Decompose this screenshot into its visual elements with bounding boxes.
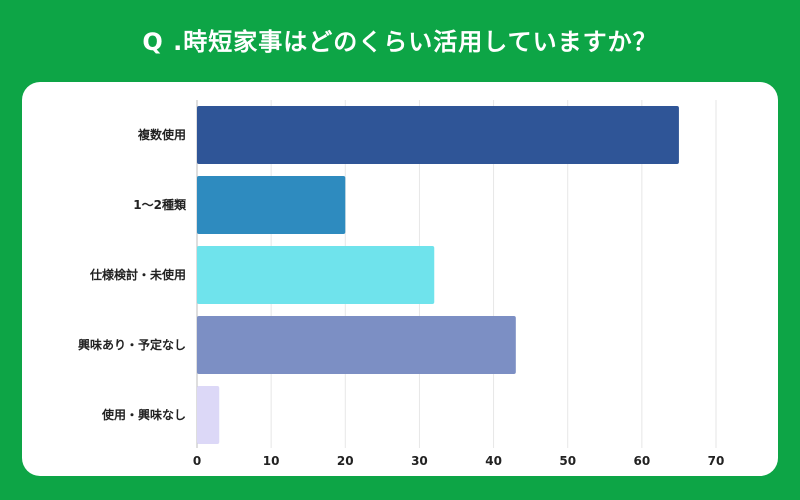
x-tick-label: 30 <box>411 454 428 468</box>
category-label: 仕様検討・未使用 <box>89 267 186 282</box>
bar <box>197 316 516 374</box>
x-tick-label: 40 <box>485 454 502 468</box>
bar <box>197 106 679 164</box>
chart-title: Q .時短家事はどのくらい活用していますか？ <box>142 28 658 56</box>
x-tick-labels: 0 10 20 30 40 50 60 70 <box>193 454 725 468</box>
x-tick-label: 70 <box>708 454 725 468</box>
x-tick-label: 20 <box>337 454 354 468</box>
category-label: 興味あり・予定なし <box>78 337 186 352</box>
x-tick-label: 0 <box>193 454 201 468</box>
category-label: 複数使用 <box>137 127 186 142</box>
bar <box>197 176 346 234</box>
bar <box>197 386 220 444</box>
bar <box>197 246 435 304</box>
category-label: 使用・興味なし <box>101 407 186 422</box>
x-tick-label: 50 <box>559 454 576 468</box>
category-label: 1～2種類 <box>133 197 187 212</box>
x-tick-label: 10 <box>263 454 280 468</box>
x-tick-label: 60 <box>634 454 651 468</box>
bars <box>197 106 679 444</box>
